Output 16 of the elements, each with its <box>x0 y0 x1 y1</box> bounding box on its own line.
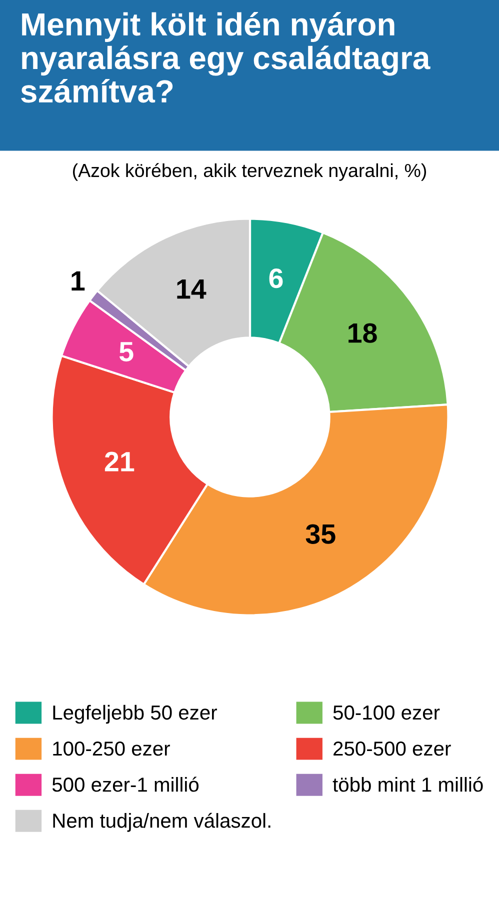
legend-label: Legfeljebb 50 ezer <box>53 704 218 724</box>
legend-label: 50-100 ezer <box>333 705 440 720</box>
data-label: 35 <box>306 524 336 544</box>
data-label: 14 <box>177 280 206 299</box>
data-label: 18 <box>348 323 377 343</box>
chart-title: Mennyit költ idén nyáron nyaralásra egy családtagra számítva? <box>21 12 430 103</box>
data-label: 5 <box>119 342 134 362</box>
legend-label: 250-500 ezer <box>334 741 451 756</box>
data-label: 6 <box>269 268 283 288</box>
chart-subtitle: (Azok körében, akik terveznek nyaralni, %) <box>72 163 426 181</box>
legend-label: Nem tudja/nem válaszol. <box>53 812 270 832</box>
legend-label: 100-250 ezer <box>53 741 170 756</box>
legend-label: több mint 1 millió <box>332 776 483 792</box>
data-label: 1 <box>72 271 85 291</box>
legend-label: 500 ezer-1 millió <box>52 776 199 792</box>
data-label: 21 <box>104 452 134 472</box>
